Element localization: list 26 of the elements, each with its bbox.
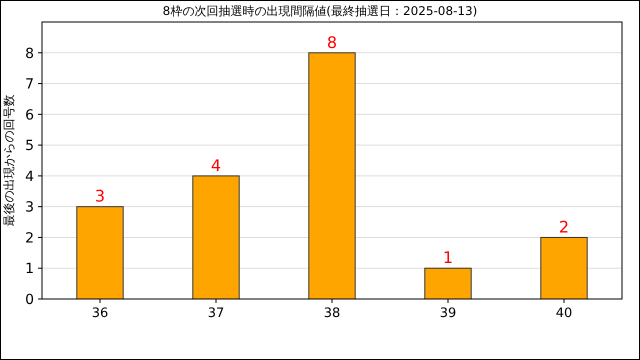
y-axis-title: 最後の出現からの回号数	[2, 94, 16, 226]
y-tick-label: 1	[25, 261, 34, 278]
data-label: 1	[442, 248, 454, 268]
x-tick-label: 39	[440, 306, 456, 321]
x-tick-label: 38	[324, 306, 340, 321]
y-tick-label: 5	[25, 138, 34, 154]
y-tick-label: 6	[25, 107, 34, 124]
x-tick-label: 36	[92, 306, 108, 321]
bar	[424, 268, 472, 300]
y-tick-label: 8	[25, 46, 34, 62]
bar	[192, 175, 240, 300]
chart-title: 8枠の次回抽選時の出現間隔値(最終抽選日：2025-08-13)	[162, 4, 478, 18]
x-tick-label: 40	[556, 306, 572, 321]
y-tick-label: 4	[25, 168, 34, 185]
data-label: 2	[558, 217, 570, 236]
y-tick-label: 2	[25, 230, 34, 246]
x-tick-label: 37	[208, 306, 224, 321]
bar	[540, 236, 588, 300]
data-label: 4	[210, 156, 222, 175]
data-label: 8	[326, 32, 338, 52]
data-label: 3	[94, 186, 106, 206]
bar	[76, 206, 124, 300]
y-tick-label: 7	[25, 76, 34, 93]
y-tick-label: 3	[25, 200, 34, 216]
bar	[308, 52, 356, 300]
y-tick-label: 0	[25, 292, 34, 308]
